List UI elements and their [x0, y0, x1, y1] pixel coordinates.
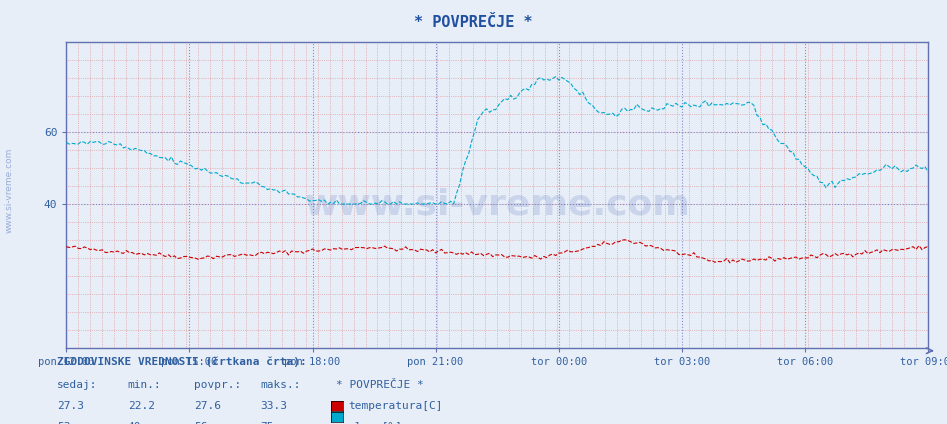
Text: ZGODOVINSKE VREDNOSTI (črtkana črta):: ZGODOVINSKE VREDNOSTI (črtkana črta): [57, 356, 307, 367]
Text: 27.6: 27.6 [194, 401, 222, 411]
Text: www.si-vreme.com: www.si-vreme.com [5, 148, 14, 234]
Text: * POVPREČJE *: * POVPREČJE * [336, 380, 424, 390]
Text: sedaj:: sedaj: [57, 380, 98, 390]
Text: * POVPREČJE *: * POVPREČJE * [414, 15, 533, 30]
Text: 56: 56 [194, 422, 207, 424]
Text: 75: 75 [260, 422, 274, 424]
Text: 27.3: 27.3 [57, 401, 84, 411]
Text: 22.2: 22.2 [128, 401, 155, 411]
Text: 53: 53 [57, 422, 70, 424]
Text: vlaga[%]: vlaga[%] [348, 422, 402, 424]
Text: min.:: min.: [128, 380, 162, 390]
Text: 33.3: 33.3 [260, 401, 288, 411]
Text: povpr.:: povpr.: [194, 380, 241, 390]
Text: maks.:: maks.: [260, 380, 301, 390]
Text: 40: 40 [128, 422, 141, 424]
Text: www.si-vreme.com: www.si-vreme.com [304, 187, 690, 221]
Text: temperatura[C]: temperatura[C] [348, 401, 443, 411]
